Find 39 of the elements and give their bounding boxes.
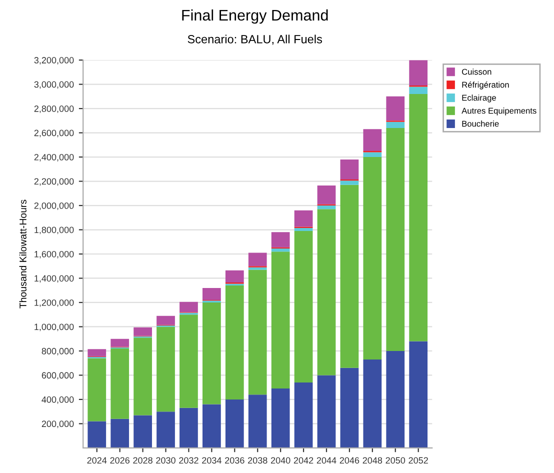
legend-label: Eclairage <box>462 94 496 102</box>
y-tick-label: 2,200,000 <box>34 178 74 186</box>
y-tick-label: 800,000 <box>42 348 74 356</box>
y-tick-label: 1,200,000 <box>34 299 74 307</box>
y-tick-label: 2,600,000 <box>34 130 74 138</box>
x-tick-label: 2042 <box>294 457 314 464</box>
x-tick-label: 2048 <box>362 457 382 464</box>
chart-title: Final Energy Demand <box>182 9 328 24</box>
y-tick-label: 1,800,000 <box>34 226 74 234</box>
x-tick-label: 2024 <box>87 457 107 464</box>
chart-subtitle: Scenario: BALU, All Fuels <box>188 34 322 45</box>
legend-label: Cuisson <box>462 68 492 75</box>
legend-label: Réfrigération <box>462 81 509 90</box>
y-tick-label: 3,000,000 <box>34 81 74 89</box>
y-tick-label: 1,600,000 <box>34 250 74 258</box>
x-tick-label: 2040 <box>270 457 290 464</box>
y-tick-label: 1,000,000 <box>34 324 74 332</box>
x-tick-label: 2050 <box>386 457 406 464</box>
x-tick-label: 2038 <box>248 457 268 464</box>
x-tick-label: 2046 <box>340 457 360 464</box>
x-tick-label: 2044 <box>316 457 336 464</box>
x-tick-label: 2032 <box>179 457 198 464</box>
y-tick-label: 3,200,000 <box>34 57 74 64</box>
y-tick-label: 2,000,000 <box>34 202 74 210</box>
x-tick-label: 2036 <box>225 457 244 464</box>
x-tick-label: 2026 <box>110 457 130 464</box>
y-tick-label: 2,800,000 <box>34 106 74 113</box>
y-tick-label: 200,000 <box>42 420 74 428</box>
legend-label: Boucherie <box>462 120 499 127</box>
y-tick-label: 600,000 <box>42 372 74 380</box>
y-tick-label: 2,400,000 <box>34 154 74 162</box>
y-tick-label: 1,400,000 <box>34 275 74 283</box>
x-tick-label: 2052 <box>408 457 428 464</box>
y-axis-title: Thousand Kilowatt-Hours <box>19 200 26 308</box>
x-tick-label: 2028 <box>133 457 152 464</box>
x-tick-label: 2034 <box>202 457 222 464</box>
x-tick-label: 2030 <box>156 457 176 464</box>
y-tick-label: 400,000 <box>42 396 74 404</box>
legend-label: Autres Equipements <box>462 108 536 116</box>
